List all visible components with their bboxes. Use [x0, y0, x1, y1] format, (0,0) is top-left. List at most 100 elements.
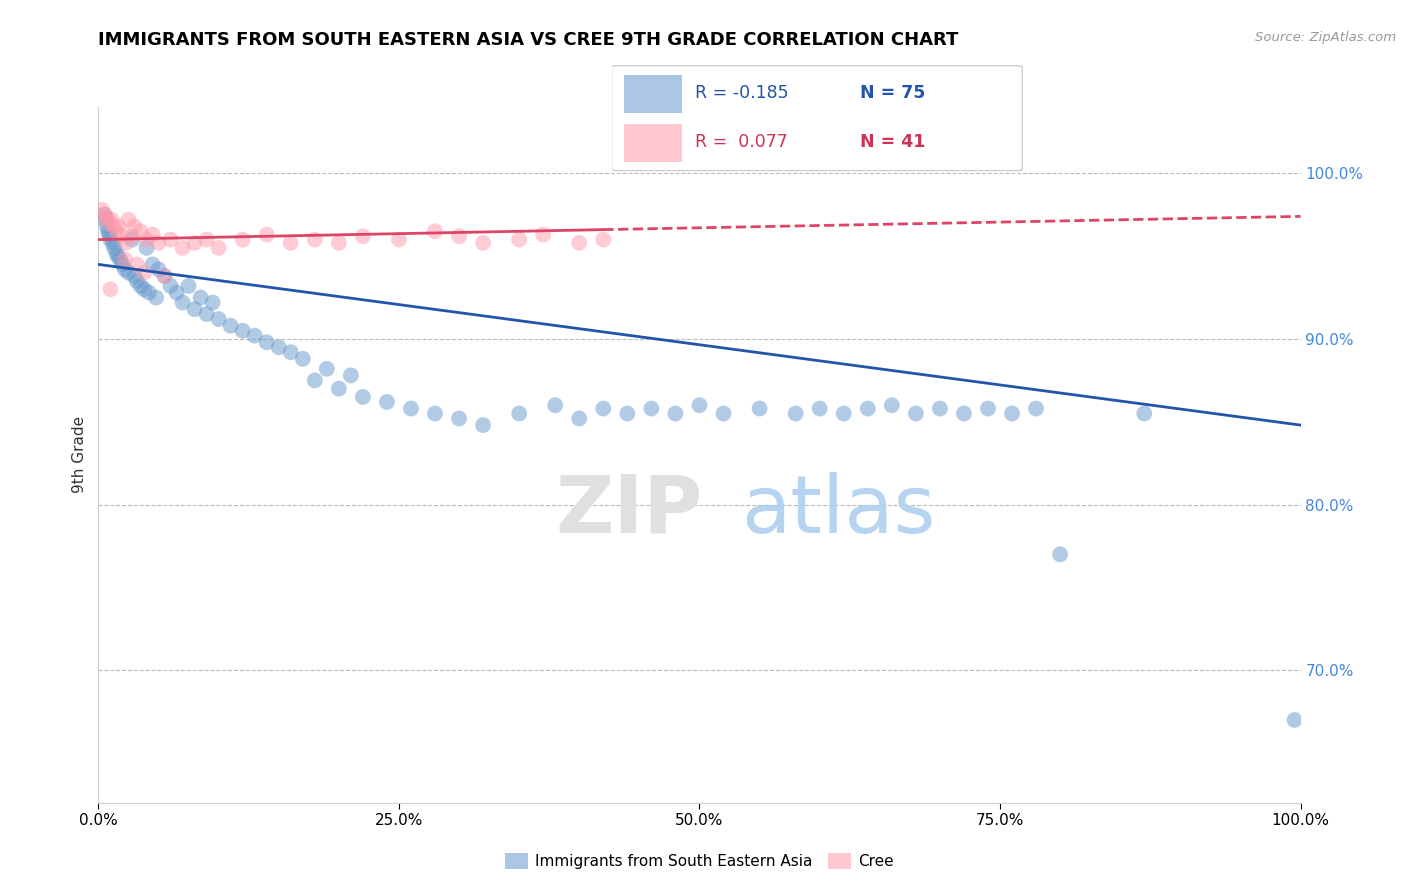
Point [153, 268, 176, 283]
FancyBboxPatch shape [624, 75, 682, 112]
Point [195, 307, 218, 321]
Point [98, 216, 121, 230]
Point [243, 328, 266, 343]
Point [96, 219, 118, 234]
Point [232, 233, 254, 247]
Point [219, 318, 242, 333]
Point [166, 285, 188, 300]
Point [508, 407, 530, 421]
Point [93, 208, 115, 222]
Point [328, 235, 350, 250]
Point [124, 268, 146, 283]
Point [592, 233, 614, 247]
Point [201, 295, 224, 310]
Point [1284, 713, 1306, 727]
Point [447, 229, 470, 244]
Text: Source: ZipAtlas.com: Source: ZipAtlas.com [1256, 31, 1396, 45]
Point [108, 252, 131, 267]
Y-axis label: 9th Grade: 9th Grade [72, 417, 87, 493]
Point [129, 279, 152, 293]
Point [141, 257, 163, 271]
Point [121, 229, 143, 244]
Point [977, 401, 1000, 416]
Point [808, 401, 831, 416]
Point [568, 411, 591, 425]
Point [748, 401, 770, 416]
Point [138, 285, 160, 300]
Point [96, 211, 118, 225]
Point [304, 233, 326, 247]
Point [141, 227, 163, 242]
Point [447, 411, 470, 425]
Point [195, 233, 218, 247]
Point [103, 241, 125, 255]
Point [125, 274, 148, 288]
Point [280, 345, 302, 359]
Point [108, 219, 131, 234]
Point [1049, 547, 1071, 561]
Point [148, 262, 170, 277]
Point [531, 227, 554, 242]
FancyBboxPatch shape [612, 66, 1022, 170]
Point [856, 401, 879, 416]
Point [98, 227, 121, 242]
Point [785, 407, 807, 421]
Point [177, 279, 200, 293]
Point [664, 407, 686, 421]
Point [352, 390, 374, 404]
Point [713, 407, 735, 421]
Point [640, 401, 662, 416]
Text: N = 75: N = 75 [860, 84, 925, 102]
Point [172, 241, 194, 255]
Point [94, 212, 117, 227]
Point [340, 368, 363, 383]
Point [328, 382, 350, 396]
Point [1025, 401, 1047, 416]
Point [472, 418, 495, 433]
Point [375, 395, 398, 409]
Point [592, 401, 614, 416]
Point [304, 373, 326, 387]
Point [544, 398, 567, 412]
Point [388, 233, 411, 247]
Text: IMMIGRANTS FROM SOUTH EASTERN ASIA VS CREE 9TH GRADE CORRELATION CHART: IMMIGRANTS FROM SOUTH EASTERN ASIA VS CR… [98, 31, 959, 49]
Point [101, 235, 124, 250]
Point [291, 351, 314, 366]
Point [111, 229, 134, 244]
Point [183, 235, 205, 250]
Point [267, 340, 290, 354]
Point [124, 219, 146, 234]
Point [153, 268, 176, 283]
Point [145, 291, 167, 305]
Point [904, 407, 927, 421]
Point [208, 312, 231, 326]
Point [953, 407, 976, 421]
Text: N = 41: N = 41 [860, 133, 925, 151]
Point [352, 229, 374, 244]
Point [132, 282, 155, 296]
Point [172, 295, 194, 310]
Point [135, 241, 157, 255]
Point [100, 212, 122, 227]
Point [315, 361, 337, 376]
Point [928, 401, 950, 416]
Point [148, 235, 170, 250]
Point [399, 401, 422, 416]
Point [568, 235, 591, 250]
Point [135, 233, 157, 247]
Point [129, 224, 152, 238]
Point [616, 407, 638, 421]
Point [117, 212, 139, 227]
Point [105, 245, 128, 260]
Point [121, 233, 143, 247]
Point [880, 398, 903, 412]
Text: R =  0.077: R = 0.077 [695, 133, 787, 151]
Point [97, 224, 120, 238]
Point [114, 252, 136, 267]
Point [117, 266, 139, 280]
Legend: Immigrants from South Eastern Asia, Cree: Immigrants from South Eastern Asia, Cree [499, 847, 900, 875]
Point [232, 324, 254, 338]
Point [472, 235, 495, 250]
Point [208, 241, 231, 255]
Point [423, 407, 446, 421]
